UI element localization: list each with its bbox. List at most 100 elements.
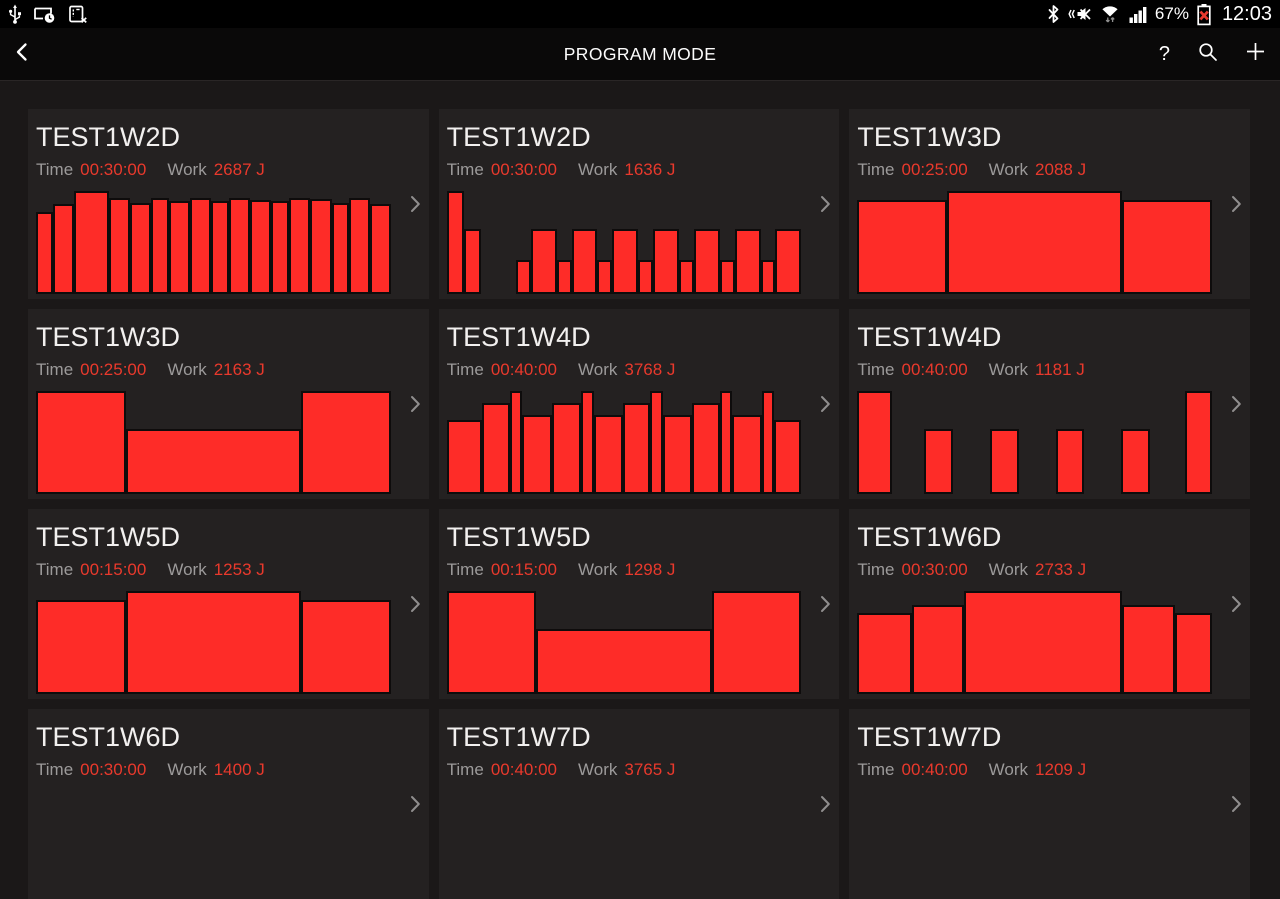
- chart-bar: [370, 204, 391, 294]
- chevron-right-icon[interactable]: [1231, 595, 1242, 614]
- chart-bar: [612, 229, 639, 294]
- back-button[interactable]: [15, 28, 28, 80]
- time-label: Time: [36, 360, 74, 379]
- chart-bar: [693, 229, 720, 294]
- program-card[interactable]: TEST1W3D Time 00:25:00 Work 2088 J: [849, 109, 1250, 299]
- chevron-right-icon[interactable]: [820, 395, 831, 414]
- chart-bar: [349, 198, 371, 294]
- chevron-right-icon[interactable]: [1231, 395, 1242, 414]
- time-label: Time: [857, 760, 895, 779]
- work-value: 2687 J: [213, 160, 265, 179]
- chevron-right-icon[interactable]: [1231, 195, 1242, 214]
- work-label: Work: [578, 160, 618, 179]
- signal-bars-icon: [1128, 4, 1148, 24]
- program-title: TEST1W2D: [446, 122, 591, 152]
- work-value: 1181 J: [1035, 360, 1085, 379]
- program-title: TEST1W6D: [857, 522, 1002, 552]
- chart-bar: [662, 414, 693, 494]
- chevron-right-icon[interactable]: [410, 595, 421, 614]
- chart-bar: [774, 419, 802, 494]
- time-value: 00:40:00: [901, 360, 968, 379]
- chart-bar: [551, 403, 582, 494]
- program-card[interactable]: TEST1W7D Time 00:40:00 Work 1209 J: [849, 709, 1250, 899]
- program-title: TEST1W5D: [446, 522, 591, 552]
- program-title: TEST1W7D: [446, 722, 591, 752]
- program-meta: Time 00:30:00 Work 2733 J: [857, 560, 1240, 580]
- chart-bar: [734, 229, 761, 294]
- chevron-right-icon[interactable]: [410, 795, 421, 814]
- chart-bar: [463, 229, 481, 294]
- chart-bar: [289, 198, 311, 294]
- program-bar-chart: [447, 791, 802, 894]
- chart-bar: [593, 414, 624, 494]
- program-title: TEST1W2D: [36, 122, 181, 152]
- mute-vibrate-icon: [1067, 4, 1092, 24]
- status-clock: 12:03: [1221, 2, 1272, 25]
- time-value: 00:40:00: [901, 760, 968, 779]
- chart-bar: [271, 201, 290, 294]
- chevron-right-icon[interactable]: [820, 795, 831, 814]
- chart-bar: [650, 391, 663, 494]
- program-card[interactable]: TEST1W6D Time 00:30:00 Work 1400 J: [28, 709, 429, 899]
- time-value: 00:40:00: [490, 760, 557, 779]
- program-bar-chart: [857, 791, 1212, 894]
- chart-bar: [151, 198, 170, 294]
- time-label: Time: [857, 360, 895, 379]
- program-meta: Time 00:30:00 Work 2687 J: [36, 160, 419, 180]
- chevron-right-icon[interactable]: [1231, 795, 1242, 814]
- program-card[interactable]: TEST1W7D Time 00:40:00 Work 3765 J: [438, 709, 840, 899]
- program-card[interactable]: TEST1W2D Time 00:30:00 Work 2687 J: [28, 109, 429, 299]
- chart-bar: [692, 403, 720, 494]
- chart-bar: [719, 260, 735, 294]
- chart-bar: [530, 229, 557, 294]
- bluetooth-icon: [1047, 4, 1060, 24]
- program-meta: Time 00:15:00 Work 1298 J: [447, 560, 830, 580]
- chevron-right-icon[interactable]: [820, 195, 831, 214]
- program-bar-chart: [857, 591, 1212, 694]
- program-card[interactable]: TEST1W3D Time 00:25:00 Work 2163 J: [28, 309, 429, 499]
- chart-bar: [446, 591, 537, 694]
- program-card[interactable]: TEST1W4D Time 00:40:00 Work 3768 J: [438, 309, 840, 499]
- chevron-right-icon[interactable]: [410, 195, 421, 214]
- program-card[interactable]: TEST1W4D Time 00:40:00 Work 1181 J: [849, 309, 1250, 499]
- chart-bar: [108, 198, 131, 294]
- chart-bar: [1055, 429, 1085, 494]
- program-meta: Time 00:25:00 Work 2163 J: [36, 360, 419, 380]
- time-value: 00:30:00: [490, 160, 557, 179]
- chart-bar: [857, 200, 947, 294]
- work-label: Work: [578, 760, 618, 779]
- program-title: TEST1W5D: [36, 522, 181, 552]
- work-label: Work: [988, 160, 1029, 179]
- chart-bar: [732, 414, 762, 494]
- time-value: 00:15:00: [80, 560, 147, 579]
- chart-bar: [229, 198, 251, 294]
- chart-bar: [638, 260, 654, 294]
- program-card[interactable]: TEST1W5D Time 00:15:00 Work 1253 J: [28, 509, 429, 699]
- program-card[interactable]: TEST1W6D Time 00:30:00 Work 2733 J: [849, 509, 1250, 699]
- chart-bar: [1122, 605, 1175, 694]
- chart-bar: [947, 191, 1123, 294]
- app-bar: PROGRAM MODE ?: [0, 28, 1280, 81]
- program-card[interactable]: TEST1W2D Time 00:30:00 Work 1636 J: [438, 109, 840, 299]
- work-value: 3768 J: [624, 360, 676, 379]
- chart-bar: [1122, 200, 1212, 294]
- chart-bar: [36, 391, 126, 494]
- chart-bar: [211, 201, 230, 294]
- program-meta: Time 00:40:00 Work 1209 J: [857, 760, 1240, 780]
- search-button[interactable]: [1197, 41, 1218, 67]
- search-icon: [1197, 41, 1218, 67]
- program-card[interactable]: TEST1W5D Time 00:15:00 Work 1298 J: [438, 509, 840, 699]
- chart-bar: [678, 260, 694, 294]
- work-value: 2733 J: [1035, 560, 1087, 579]
- work-label: Work: [167, 760, 207, 779]
- chart-bar: [581, 391, 594, 494]
- chart-bar: [857, 612, 912, 694]
- add-button[interactable]: [1245, 41, 1266, 67]
- chart-bar: [989, 429, 1019, 494]
- chevron-right-icon[interactable]: [410, 395, 421, 414]
- chart-bar: [331, 203, 350, 294]
- time-label: Time: [36, 560, 74, 579]
- chevron-right-icon[interactable]: [820, 595, 831, 614]
- wifi-arrows-icon: [1099, 4, 1121, 24]
- help-button[interactable]: ?: [1158, 43, 1170, 65]
